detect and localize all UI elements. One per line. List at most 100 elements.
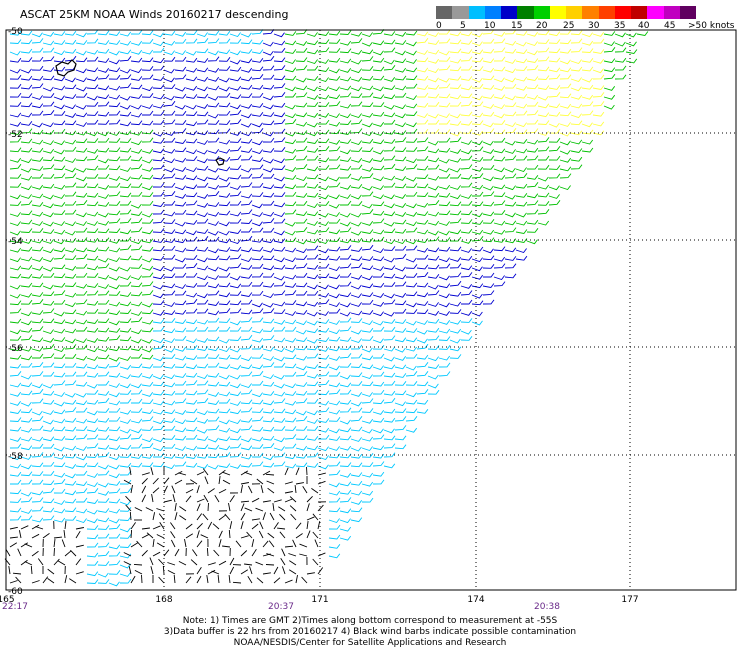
wind-barb xyxy=(152,409,165,415)
wind-barb xyxy=(372,428,384,434)
wind-barb xyxy=(328,382,341,388)
wind-barb xyxy=(395,308,407,314)
wind-barb xyxy=(405,408,418,414)
wind-barb xyxy=(207,317,220,323)
wind-barb xyxy=(240,122,252,128)
wind-barb xyxy=(581,77,593,83)
wind-barb xyxy=(339,130,352,135)
wind-barb xyxy=(317,427,330,433)
wind-barb xyxy=(53,104,65,110)
wind-barb xyxy=(372,122,385,127)
wind-barb xyxy=(206,575,209,584)
wind-barb xyxy=(130,418,143,424)
wind-barb xyxy=(9,57,22,63)
wind-barb xyxy=(141,363,154,369)
wind-barb xyxy=(262,41,274,47)
wind-barb xyxy=(218,300,231,306)
wind-barb xyxy=(439,119,451,125)
wind-barb xyxy=(339,311,351,317)
wind-barb xyxy=(174,238,187,244)
wind-barb xyxy=(196,194,209,199)
wind-barb xyxy=(383,364,396,370)
wind-barb xyxy=(119,147,132,153)
wind-barb xyxy=(20,265,33,270)
wind-barb xyxy=(394,381,407,386)
wind-barb xyxy=(339,85,352,91)
wind-barb xyxy=(42,248,54,254)
wind-barb xyxy=(292,539,297,548)
wind-barb xyxy=(240,155,253,161)
wind-barb xyxy=(581,147,594,153)
wind-barb xyxy=(328,212,340,217)
wind-barb xyxy=(207,85,220,91)
wind-barb xyxy=(361,436,374,442)
wind-barb xyxy=(130,443,143,449)
wind-barb xyxy=(405,50,417,56)
wind-barb xyxy=(350,517,363,523)
wind-barb xyxy=(86,76,99,82)
wind-barb xyxy=(262,95,274,101)
wind-barb xyxy=(108,570,121,575)
wind-barb xyxy=(108,400,121,406)
wind-barb xyxy=(86,283,99,288)
wind-barb xyxy=(471,300,484,306)
longitude-label: 165 xyxy=(0,595,15,605)
wind-barb xyxy=(108,581,120,587)
wind-barb xyxy=(559,111,572,117)
wind-barb xyxy=(361,102,374,107)
wind-barb xyxy=(449,309,462,314)
wind-barb xyxy=(306,373,319,379)
wind-barb xyxy=(163,266,175,272)
wind-barb xyxy=(438,102,451,108)
wind-barb xyxy=(317,363,330,369)
wind-barb xyxy=(229,452,242,458)
wind-barb xyxy=(185,308,198,314)
wind-barb xyxy=(108,257,120,263)
wind-barb xyxy=(493,220,506,226)
wind-barb xyxy=(141,158,153,164)
wind-barb xyxy=(240,103,253,109)
wind-barb xyxy=(273,119,286,125)
wind-barb xyxy=(156,534,165,539)
wind-barb xyxy=(119,327,132,333)
wind-barb xyxy=(312,558,319,566)
wind-barb xyxy=(42,148,55,154)
wind-barb xyxy=(37,558,44,566)
wind-barb xyxy=(108,110,121,116)
wind-barb xyxy=(306,49,319,55)
auckland-islands-outline xyxy=(55,59,77,77)
wind-barb xyxy=(130,485,133,494)
wind-barb xyxy=(548,85,561,90)
wind-barb xyxy=(240,417,253,423)
wind-barb xyxy=(262,137,275,143)
wind-barb xyxy=(20,292,33,298)
wind-barb xyxy=(174,355,187,361)
wind-barb xyxy=(196,436,209,441)
wind-barb xyxy=(251,49,264,54)
wind-barb xyxy=(339,272,352,278)
wind-barb xyxy=(31,202,44,207)
wind-barb xyxy=(339,389,352,395)
wind-barb xyxy=(32,353,44,359)
wind-barb xyxy=(75,138,88,144)
wind-barb xyxy=(174,453,187,459)
wind-barb xyxy=(152,76,165,81)
wind-barb xyxy=(229,263,242,269)
wind-barb xyxy=(185,167,197,173)
wind-barb xyxy=(251,364,264,370)
wind-barb xyxy=(119,130,132,136)
wind-barb xyxy=(75,530,81,539)
wind-barb xyxy=(427,211,440,217)
wind-barb xyxy=(592,130,605,136)
wind-barb xyxy=(328,176,340,182)
wind-barb xyxy=(306,95,319,100)
wind-barb xyxy=(218,49,231,55)
wind-barb xyxy=(295,176,307,182)
wind-barb xyxy=(471,112,484,118)
wind-barb xyxy=(372,139,385,145)
wind-barb xyxy=(119,563,131,569)
wind-barb xyxy=(86,265,99,271)
wind-barb xyxy=(133,563,143,566)
wind-barb xyxy=(350,140,362,146)
wind-barb xyxy=(251,523,259,530)
